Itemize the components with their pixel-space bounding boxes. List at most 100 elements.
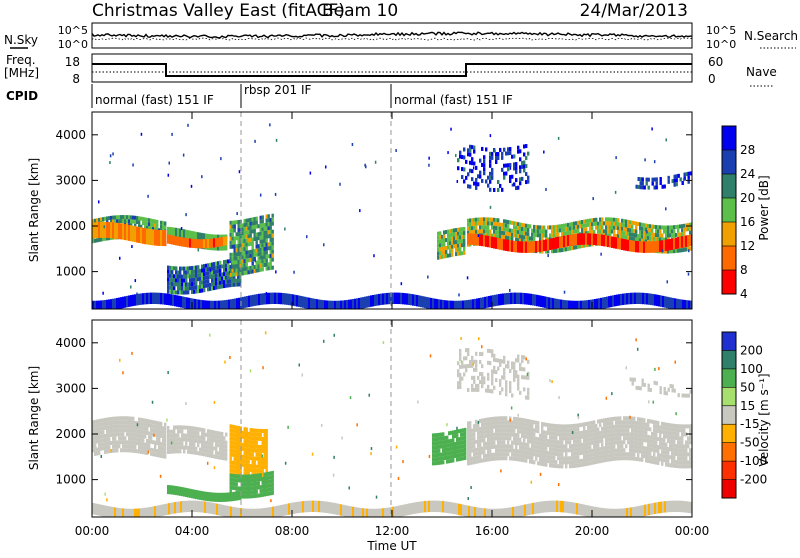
heatmap-cell [272, 254, 274, 258]
heatmap-cell [164, 439, 166, 443]
heatmap-cell [558, 483, 560, 486]
heatmap-cell [256, 217, 258, 221]
heatmap-cell [662, 249, 664, 252]
heatmap-cell [650, 388, 652, 392]
heatmap-cell [439, 231, 441, 235]
heatmap-cell [483, 163, 485, 167]
heatmap-cell [467, 276, 469, 279]
heatmap-cell [463, 247, 465, 251]
heatmap-cell [272, 250, 274, 254]
heatmap-cell [677, 432, 679, 436]
heatmap-cell [428, 164, 430, 167]
heatmap-cell [234, 228, 236, 232]
heatmap-cell [651, 229, 653, 233]
heatmap-cell [599, 423, 601, 427]
heatmap-cell [491, 373, 493, 377]
heatmap-cell [481, 352, 483, 356]
heatmap-cell [619, 416, 621, 420]
heatmap-cell [266, 437, 268, 441]
heatmap-cell [533, 237, 535, 241]
heatmap-cell [475, 364, 477, 368]
heatmap-cell [491, 168, 493, 172]
heatmap-cell [558, 137, 560, 140]
heatmap-cell [479, 159, 481, 163]
heatmap-cell [236, 212, 238, 215]
heatmap-cell [464, 428, 466, 432]
heatmap-cell [491, 389, 493, 393]
heatmap-cell [523, 152, 525, 156]
heatmap-cell [688, 394, 690, 398]
heatmap-cell [641, 442, 643, 446]
heatmap-cell [499, 391, 501, 395]
heatmap-cell [463, 251, 465, 255]
heatmap-cell [509, 151, 511, 155]
heatmap-cell [491, 381, 493, 385]
heatmap-cell [644, 186, 646, 190]
heatmap-cell [225, 453, 227, 457]
nsearch-trace [92, 38, 692, 40]
heatmap-cell [266, 429, 268, 433]
heatmap-cell [227, 263, 229, 267]
heatmap-cell [600, 253, 602, 256]
heatmap-cell [564, 291, 566, 294]
heatmap-cell [648, 186, 650, 190]
heatmap-cell [656, 181, 658, 185]
heatmap-cell [661, 233, 663, 237]
heatmap-cell [490, 134, 492, 137]
heatmap-cell [510, 167, 512, 170]
heatmap-cell [537, 425, 539, 429]
noise-tick-bottom-left: 10^0 [58, 38, 88, 51]
heatmap-cell [601, 439, 603, 443]
heatmap-cell [348, 486, 350, 489]
heatmap-cell [181, 227, 183, 230]
nave-tick-bottom: 0 [708, 72, 716, 86]
heatmap-cell [164, 427, 166, 431]
heatmap-cell [232, 233, 234, 237]
heatmap-cell [479, 360, 481, 364]
heatmap-cell [644, 158, 646, 161]
heatmap-cell [272, 242, 274, 246]
cpid-segment-3: normal (fast) 151 IF [394, 93, 513, 107]
heatmap-cell [503, 360, 505, 364]
heatmap-cell [142, 438, 144, 442]
heatmap-cell [507, 224, 509, 228]
heatmap-cell [527, 360, 529, 364]
heatmap-cell [225, 445, 227, 449]
noise-traces [92, 32, 692, 40]
heatmap-cell [459, 373, 461, 377]
heatmap-cell [531, 424, 533, 428]
heatmap-cell [517, 433, 519, 437]
heatmap-cell [266, 239, 268, 243]
heatmap-cell [461, 377, 463, 381]
heatmap-cell [489, 164, 491, 168]
heatmap-cell [503, 440, 505, 444]
heatmap-cell [171, 270, 173, 274]
heatmap-cell [284, 227, 286, 230]
heatmap-cell [207, 279, 209, 283]
heatmap-cell [643, 418, 645, 422]
heatmap-cell [459, 385, 461, 389]
heatmap-cell [323, 243, 325, 246]
heatmap-cell [427, 275, 429, 278]
heatmap-cell [98, 451, 100, 455]
heatmap-cell [164, 455, 166, 459]
heatmap-cell [655, 433, 657, 437]
heatmap-cell [515, 162, 517, 166]
heatmap-cell [683, 178, 685, 181]
heatmap-cell [266, 449, 268, 453]
heatmap-cell [519, 169, 521, 173]
heatmap-cell [254, 229, 256, 233]
heatmap-cell [164, 443, 166, 447]
heatmap-cell [479, 455, 481, 459]
heatmap-cell [505, 392, 507, 396]
heatmap-cell [256, 441, 258, 445]
heatmap-cell [490, 206, 492, 209]
heatmap-cell [270, 226, 272, 230]
heatmap-cell [252, 245, 254, 249]
heatmap-cell [523, 160, 525, 164]
heatmap-cell [364, 164, 366, 167]
heatmap-cell [489, 361, 491, 365]
heatmap-cell [248, 460, 250, 464]
heatmap-cell [499, 379, 501, 383]
heatmap-cell [527, 176, 529, 180]
